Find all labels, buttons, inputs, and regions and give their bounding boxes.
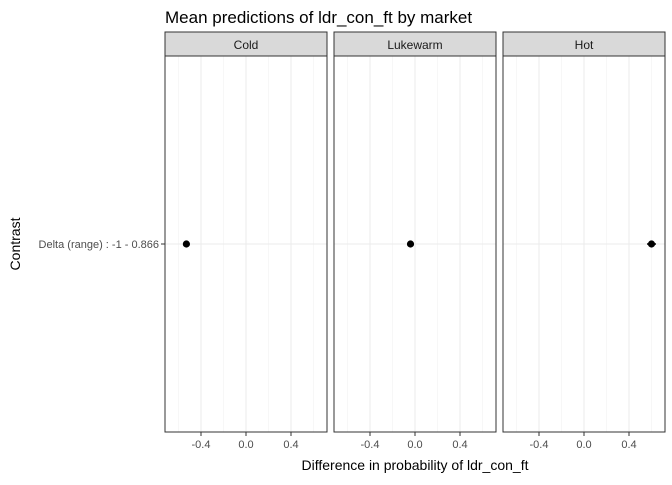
facet-panel-cold: Cold -0.4 0.0 0.4: [164, 31, 328, 451]
y-axis-label: Contrast: [7, 217, 23, 270]
facet-panels: Cold -0.4 0.0 0.4 Lukewarm -0.4 0.0 0.4 Hot -0.4 0…: [164, 31, 666, 451]
facet-panel-lukewarm: Lukewarm -0.4 0.0 0.4: [333, 31, 497, 451]
facet-strip-label: Hot: [575, 38, 594, 52]
estimate-point: [182, 240, 190, 248]
x-tick-label: 0.0: [576, 439, 591, 451]
x-tick-label: -0.4: [192, 439, 211, 451]
facet-panel-hot: Hot -0.4 0.0 0.4: [502, 31, 666, 451]
x-tick-label: 0.0: [407, 439, 422, 451]
facet-strip-label: Lukewarm: [387, 38, 442, 52]
x-tick-label: 0.4: [621, 439, 636, 451]
x-tick-label: -0.4: [530, 439, 549, 451]
facet-strip: [502, 31, 666, 57]
y-axis-ticks: Delta (range) : -1 - 0.866: [39, 239, 165, 251]
facet-strip-label: Cold: [234, 38, 259, 52]
x-tick-label: 0.4: [452, 439, 467, 451]
facet-strip: [164, 31, 328, 57]
x-axis-label: Difference in probability of ldr_con_ft: [302, 457, 529, 473]
x-tick-label: 0.0: [238, 439, 253, 451]
estimate-point: [406, 240, 415, 248]
chart-title: Mean predictions of ldr_con_ft by market: [165, 8, 472, 27]
x-tick-label: 0.4: [283, 439, 298, 451]
x-tick-label: -0.4: [361, 439, 380, 451]
y-tick-label: Delta (range) : -1 - 0.866: [39, 239, 159, 251]
estimate-point: [647, 240, 656, 248]
